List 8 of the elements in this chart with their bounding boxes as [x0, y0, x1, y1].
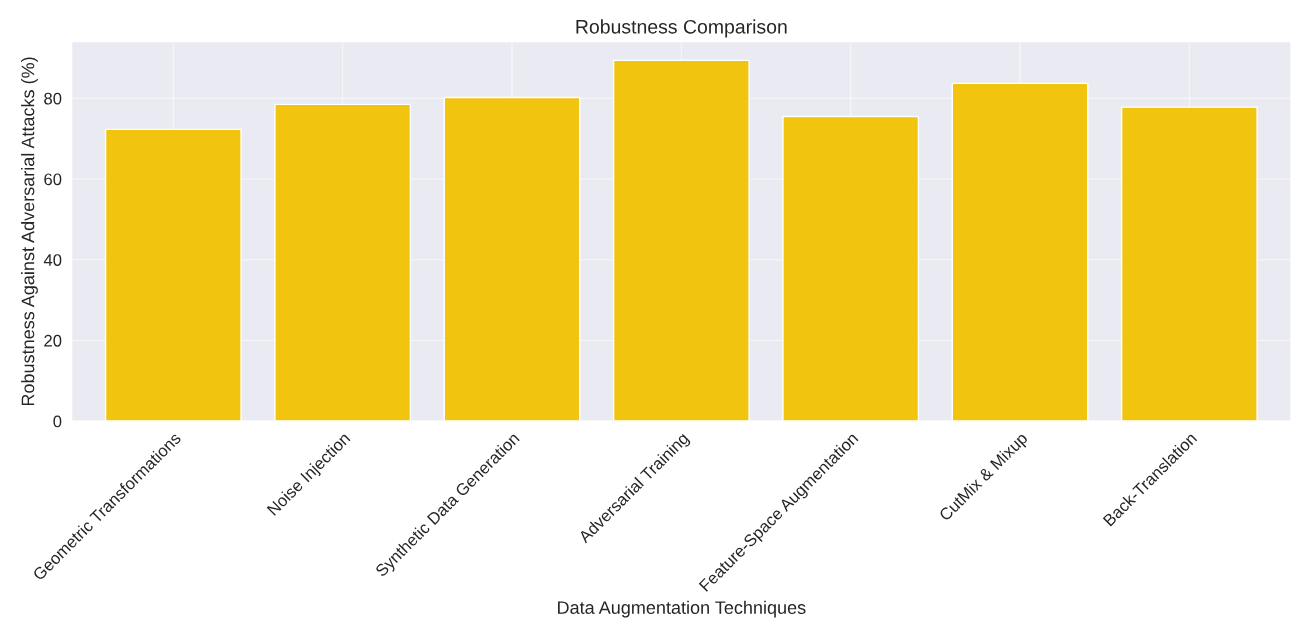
y-tick-label: 80	[44, 92, 62, 105]
x-axis-title: Data Augmentation Techniques	[558, 600, 806, 618]
y-tick-label: 0	[53, 415, 62, 428]
y-tick-label: 20	[44, 334, 62, 347]
y-tick-label: 40	[43, 254, 62, 266]
y-axis-title: Robustness Against Adversarial Attacks (%)	[21, 57, 38, 406]
y-tick-label: 60	[44, 173, 62, 186]
chart-title: Robustness Comparison	[576, 19, 787, 38]
